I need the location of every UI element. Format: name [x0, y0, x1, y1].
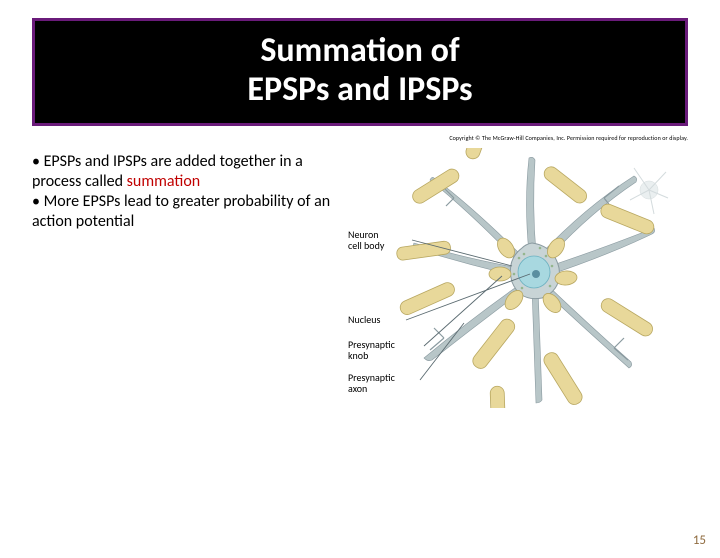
label-axon-l2: axon — [348, 382, 367, 395]
nucleolus-shape — [532, 270, 540, 278]
title-banner: Summation of EPSPs and IPSPs — [32, 18, 688, 126]
figure-column: Copyright © The McGraw-Hill Companies, I… — [340, 134, 688, 408]
background-neuron — [630, 168, 668, 214]
label-cell-body: Neuron cell body — [348, 229, 384, 251]
label-cell-body-l2: cell body — [348, 239, 384, 252]
figure-copyright: Copyright © The McGraw-Hill Companies, I… — [340, 134, 688, 142]
content-row: • EPSPs and IPSPs are added together in … — [0, 134, 720, 408]
label-nucleus: Nucleus — [348, 314, 380, 325]
bullet-1: • EPSPs and IPSPs are added together in … — [32, 152, 332, 192]
title-line1: Summation of — [260, 30, 459, 71]
bullet-2: • More EPSPs lead to greater probability… — [32, 192, 332, 232]
slide-title: Summation of EPSPs and IPSPs — [35, 31, 685, 109]
label-presynaptic-axon: Presynaptic axon — [348, 372, 395, 394]
label-presynaptic-knob: Presynaptic knob — [348, 339, 395, 361]
neuron-diagram — [340, 148, 688, 408]
text-column: • EPSPs and IPSPs are added together in … — [32, 134, 332, 408]
bullet1-highlight: summation — [127, 172, 201, 191]
page-number: 15 — [693, 533, 706, 548]
label-knob-l2: knob — [348, 349, 368, 362]
title-line2: EPSPs and IPSPs — [247, 69, 472, 110]
